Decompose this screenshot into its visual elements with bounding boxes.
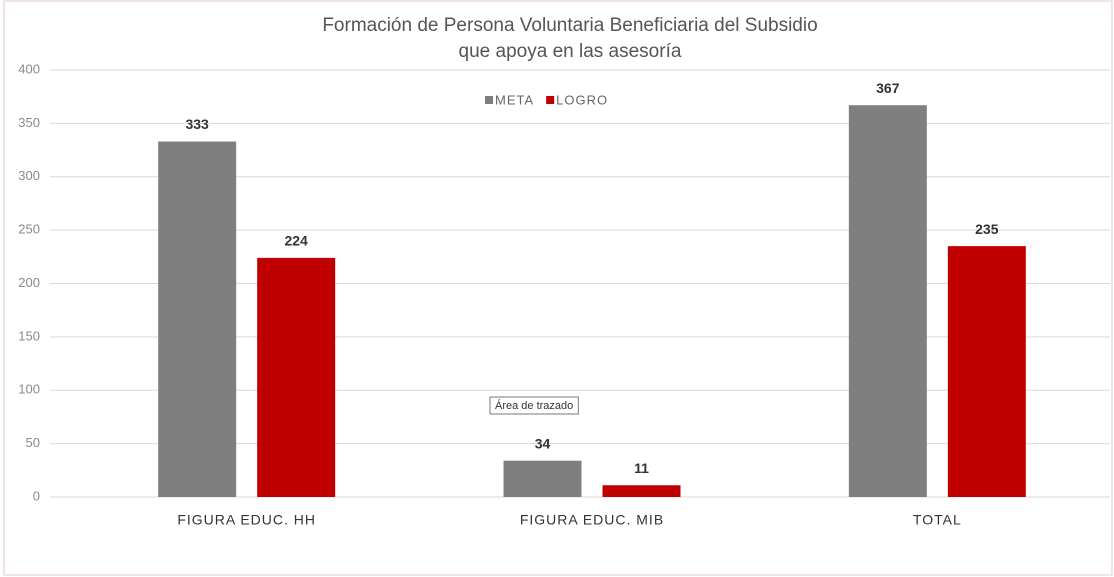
legend-label: LOGRO <box>556 92 608 107</box>
y-tick-label: 350 <box>18 115 40 130</box>
y-tick-label: 50 <box>26 435 40 450</box>
annotation: Área de trazado <box>495 399 573 412</box>
bar <box>503 460 582 497</box>
legend-label: META <box>495 92 534 107</box>
data-label: 34 <box>535 435 551 451</box>
x-tick-label: FIGURA EDUC. HH <box>177 512 316 528</box>
y-tick-label: 100 <box>18 382 40 397</box>
chart-title: Formación de Persona Voluntaria Benefici… <box>322 15 817 36</box>
data-label: 235 <box>975 221 999 237</box>
x-tick-label: TOTAL <box>913 512 962 528</box>
bar <box>602 485 681 497</box>
y-tick-label: 250 <box>18 222 40 237</box>
data-label: 224 <box>284 233 308 249</box>
x-tick-label: FIGURA EDUC. MIB <box>520 512 664 528</box>
y-tick-label: 200 <box>18 275 40 290</box>
annotation-box <box>489 396 579 415</box>
bar <box>848 105 927 497</box>
chart-title: que apoya en las asesoría <box>459 41 682 62</box>
bar <box>257 257 336 497</box>
y-tick-label: 400 <box>18 61 40 76</box>
data-label: 367 <box>876 80 900 96</box>
data-label: 11 <box>634 460 649 476</box>
bar <box>947 246 1026 497</box>
y-tick-label: 300 <box>18 168 40 183</box>
y-tick-label: 150 <box>18 328 40 343</box>
y-tick-label: 0 <box>33 488 40 503</box>
bar <box>158 141 237 497</box>
legend-swatch <box>485 96 493 104</box>
data-label: 333 <box>185 116 209 132</box>
legend-swatch <box>546 96 555 104</box>
